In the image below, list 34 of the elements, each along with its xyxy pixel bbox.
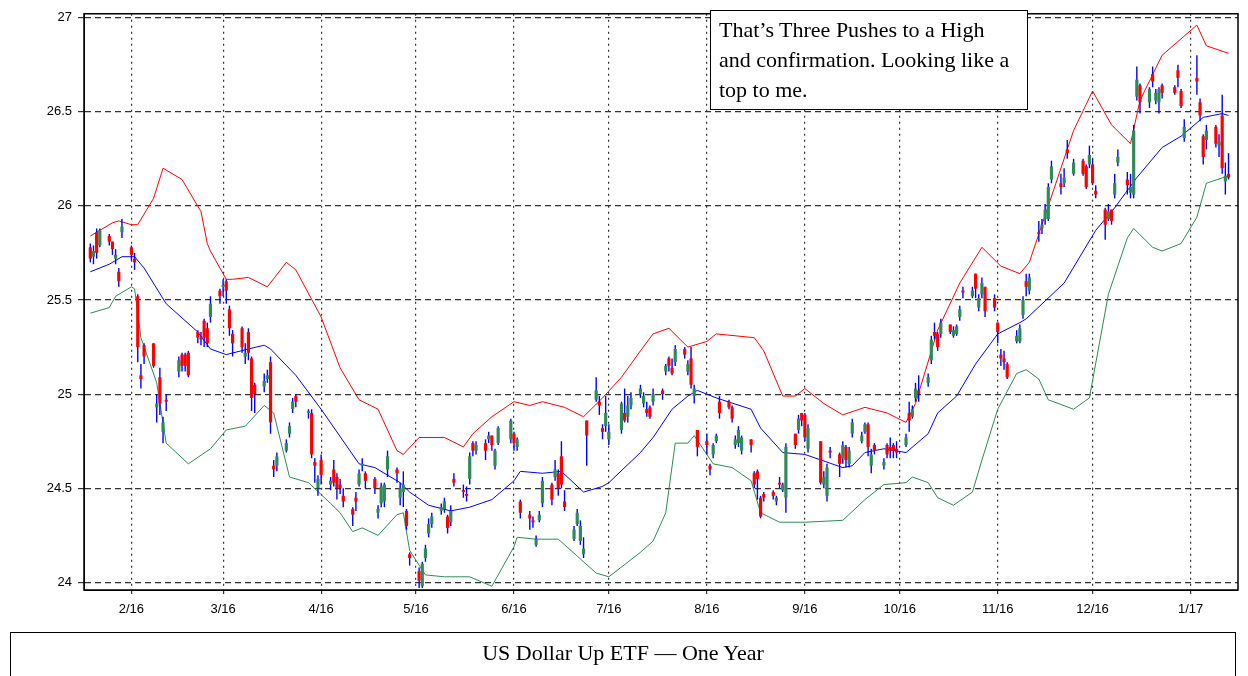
candlestick bbox=[1024, 273, 1028, 297]
candlestick bbox=[828, 446, 832, 459]
y-tick-label: 26 bbox=[57, 197, 72, 213]
candlestick bbox=[395, 467, 399, 483]
x-tick-label: 1/17 bbox=[1177, 601, 1204, 617]
x-tick-label: 12/16 bbox=[1076, 601, 1109, 617]
text: US Dollar Up ETF — One Year bbox=[10, 632, 1236, 676]
x-tick-label: 10/16 bbox=[883, 601, 916, 617]
candlestick bbox=[1116, 149, 1120, 167]
candlestick bbox=[139, 364, 143, 389]
y-tick-label: 25.5 bbox=[46, 291, 72, 307]
x-tick-label: 8/16 bbox=[694, 601, 720, 617]
x-tick-label: 4/16 bbox=[308, 601, 334, 617]
candlestick bbox=[120, 219, 124, 238]
candlestick bbox=[907, 401, 911, 432]
y-tick-label: 24 bbox=[57, 574, 72, 590]
y-tick-label: 26.5 bbox=[46, 103, 72, 119]
candlestick bbox=[452, 473, 456, 487]
candlestick bbox=[1195, 55, 1199, 95]
x-tick-label: 11/16 bbox=[981, 601, 1014, 617]
candlestick bbox=[705, 433, 709, 455]
candlestick bbox=[708, 463, 712, 476]
candlestick bbox=[354, 492, 358, 511]
x-tick-label: 5/16 bbox=[403, 601, 429, 617]
x-tick-label: 3/16 bbox=[210, 601, 236, 617]
x-tick-label: 6/16 bbox=[501, 601, 527, 617]
x-tick-label: 2/16 bbox=[118, 601, 145, 617]
x-tick-label: 7/16 bbox=[596, 601, 622, 617]
y-tick-label: 25 bbox=[57, 385, 72, 401]
annotation: That’s Three Pushes to a High and confirmation. Looking like a top to me. bbox=[710, 10, 1028, 110]
candlestick bbox=[1037, 220, 1041, 242]
y-tick-label: 24.5 bbox=[46, 479, 72, 495]
x-tick-label: 9/16 bbox=[792, 601, 818, 617]
y-tick-label: 27 bbox=[57, 9, 72, 25]
